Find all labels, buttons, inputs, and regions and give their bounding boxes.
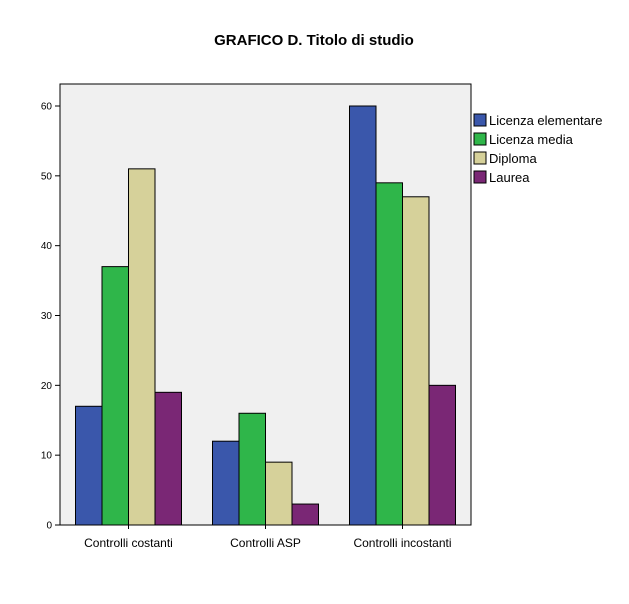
y-tick-label: 0 [46,521,52,532]
y-tick-label: 60 [41,102,53,113]
bar [75,405,103,526]
bar [291,503,319,526]
legend-swatch [473,170,487,184]
legend-label: Diploma [489,151,537,166]
legend-label: Laurea [489,170,530,185]
bar [154,391,182,526]
legend-swatch [473,151,487,165]
y-tick-label: 50 [41,171,53,182]
bar [428,384,456,526]
y-axis: 0 10 20 30 40 50 60 [41,102,60,532]
y-tick-label: 40 [41,241,53,252]
bar [128,168,156,526]
x-tick-label: Controlli incostanti [353,536,451,550]
legend-swatch [473,132,487,146]
y-tick-label: 20 [41,381,53,392]
bar [375,182,403,526]
y-tick-label: 30 [41,311,53,322]
bar [212,440,240,526]
y-tick-label: 10 [41,451,53,462]
bar [402,196,430,526]
x-tick-label: Controlli ASP [230,536,301,550]
bar [265,461,293,526]
bar [101,266,129,526]
chart-title: GRAFICO D. Titolo di studio [214,32,414,49]
legend-swatch [473,113,487,127]
x-tick-label: Controlli costanti [84,536,173,550]
bar [238,412,266,526]
bars-group [75,105,456,526]
x-axis: Controlli costanti Controlli ASP Controlli… [84,525,452,550]
legend-label: Licenza elementare [489,113,602,128]
legend: Licenza elementare Licenza media Diploma La… [473,113,602,185]
legend-label: Licenza media [489,132,574,147]
bar [349,105,377,526]
